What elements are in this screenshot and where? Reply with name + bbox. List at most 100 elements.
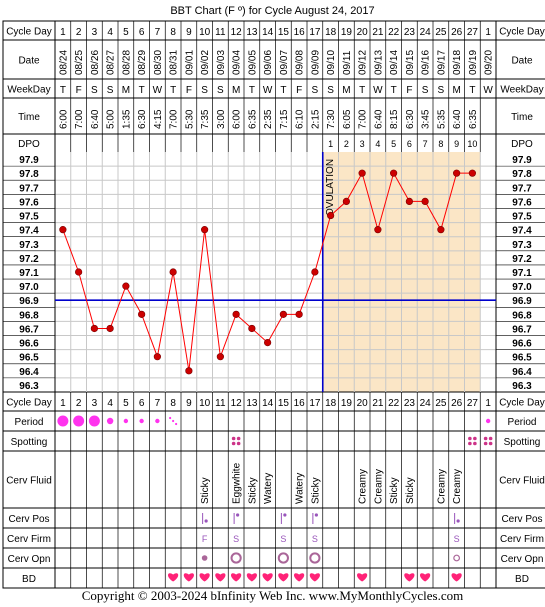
dpo-label: 4 <box>375 139 380 149</box>
temperature-point <box>342 197 350 206</box>
ovulation-label: OVULATION <box>325 159 336 216</box>
temperature-point <box>216 353 224 361</box>
spotting-dot <box>488 441 493 446</box>
y-tick-label-right: 97.9 <box>512 155 532 166</box>
dpo-label: 10 <box>467 139 477 149</box>
time-label: 6:00 <box>232 109 243 129</box>
y-tick-label: 96.6 <box>19 339 39 350</box>
time-label: 6:40 <box>90 109 101 129</box>
y-tick-label-right: 96.6 <box>512 339 532 350</box>
spotting-dot <box>468 436 472 441</box>
cerv-pos-mark <box>202 513 208 524</box>
y-tick-label-right: 97.4 <box>512 226 532 237</box>
date-label: 09/13 <box>373 50 384 75</box>
spotting-dot <box>483 441 488 446</box>
time-label: 2:35 <box>263 109 274 129</box>
period-heavy-dot <box>88 415 100 427</box>
row-label-right-cerv-firm: Cerv Firm <box>500 534 544 545</box>
date-label: 09/19 <box>468 50 479 75</box>
spotting-dot <box>231 441 236 446</box>
bd-heart-icon <box>231 573 242 582</box>
time-label: 6:40 <box>452 109 463 129</box>
row-label-right-weekday: WeekDay <box>500 85 543 96</box>
weekday-label: T <box>469 85 475 96</box>
temperature-point <box>405 197 413 206</box>
date-label: 08/30 <box>153 50 164 75</box>
date-label: 09/20 <box>484 50 495 75</box>
row-label-right-time: Time <box>511 112 533 123</box>
cycle-day-label: 3 <box>92 27 98 38</box>
temperature-point <box>169 268 177 276</box>
spotting-dot <box>488 436 493 441</box>
cycle-day-label: 4 <box>107 27 113 38</box>
cerv-fluid-label: Creamy <box>436 469 447 504</box>
cerv-pos-mark <box>454 513 460 524</box>
temperature-point <box>327 211 335 220</box>
weekday-label: T <box>280 85 286 96</box>
cerv-pos-dot <box>456 519 460 523</box>
spotting-dot <box>231 436 236 441</box>
weekday-label: S <box>91 85 98 96</box>
row-label-right-cerv-fluid: Cerv Fluid <box>499 476 545 487</box>
period-medium-dot <box>106 417 114 425</box>
y-tick-label-right: 97.6 <box>512 197 532 208</box>
cerv-fluid-label: Creamy <box>452 469 463 504</box>
period-heavy-dot <box>73 415 85 427</box>
cycle-day-label: 12 <box>231 27 243 38</box>
weekday-label: M <box>122 85 130 96</box>
cycle-day-label-bottom: 22 <box>388 398 400 409</box>
cycle-day-label-bottom: 20 <box>357 398 369 409</box>
y-tick-label-right: 97.7 <box>512 183 532 194</box>
period-heavy-dot <box>57 415 69 427</box>
chart-title: BBT Chart (F º) for Cycle August 24, 201… <box>170 5 374 17</box>
row-label-right-dpo: DPO <box>511 139 533 150</box>
period-spotting-dots <box>169 416 178 426</box>
bd-heart-icon <box>357 573 368 582</box>
cycle-day-label-bottom: 7 <box>155 398 161 409</box>
row-label-right-bd: BD <box>515 574 529 585</box>
temperature-point <box>185 367 193 375</box>
time-label: 5:30 <box>184 109 195 129</box>
period-light-dot <box>139 418 144 424</box>
cycle-day-label-bottom: 14 <box>262 398 274 409</box>
cerv-pos-mark <box>233 513 240 524</box>
cerv-firm-label: S <box>233 534 239 544</box>
time-label: 7:15 <box>279 109 290 129</box>
temperature-point <box>374 226 382 234</box>
cycle-day-label: 17 <box>309 27 321 38</box>
bd-heart-icon <box>294 573 305 582</box>
date-label: 09/01 <box>184 50 195 75</box>
period-spot-dot <box>169 416 172 420</box>
date-label: 09/02 <box>200 50 211 75</box>
time-label: 4:15 <box>153 109 164 129</box>
cerv-fluid-label: Sticky <box>310 477 321 504</box>
dpo-label: 9 <box>454 139 459 149</box>
time-label: 5:00 <box>106 109 117 129</box>
cycle-day-label: 21 <box>372 27 384 38</box>
time-label: 7:00 <box>169 109 180 129</box>
row-label-spotting: Spotting <box>11 437 48 448</box>
cycle-day-label: 8 <box>170 27 176 38</box>
cycle-day-label: 18 <box>325 27 337 38</box>
bd-heart-icon <box>183 573 194 582</box>
weekday-label: T <box>391 85 397 96</box>
bd-heart-icon <box>262 573 273 582</box>
cycle-day-label: 11 <box>215 27 226 38</box>
dpo-label: 3 <box>360 139 365 149</box>
weekday-label: M <box>342 85 350 96</box>
cerv-fluid-label: Sticky <box>247 477 258 504</box>
cycle-day-label: 19 <box>341 27 353 38</box>
weekday-label: T <box>139 85 145 96</box>
cycle-day-label: 14 <box>262 27 274 38</box>
temperature-point <box>122 282 130 290</box>
bd-heart-icon <box>168 573 179 582</box>
y-tick-label: 97.0 <box>19 282 39 293</box>
row-label-date: Date <box>18 56 40 67</box>
y-tick-label-right: 96.7 <box>512 324 532 335</box>
weekday-label: F <box>296 85 302 96</box>
period-light-dot <box>485 418 491 424</box>
cerv-opn-open <box>230 552 242 564</box>
date-label: 08/26 <box>90 50 101 75</box>
weekday-label: F <box>76 85 82 96</box>
row-label-weekday: WeekDay <box>7 85 50 96</box>
